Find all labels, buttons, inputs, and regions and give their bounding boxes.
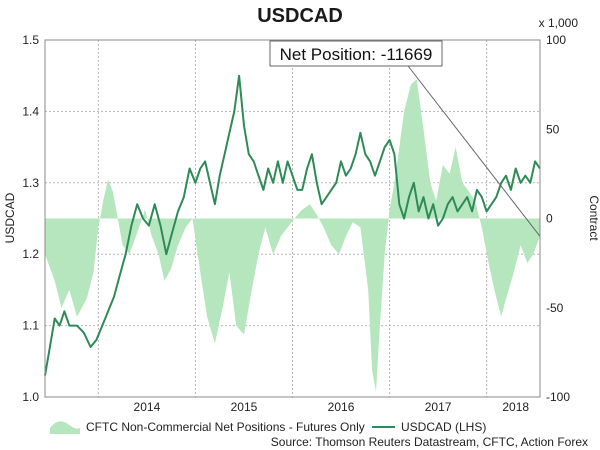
legend-positions-swatch xyxy=(50,421,80,434)
right-tick-label: 0 xyxy=(546,212,553,226)
x-tick-label: 2017 xyxy=(425,400,452,414)
left-tick-label: 1.0 xyxy=(22,390,39,404)
chart-title: USDCAD xyxy=(257,5,343,27)
legend-positions-label: CFTC Non-Commercial Net Positions - Futu… xyxy=(86,420,365,434)
usdcad-line xyxy=(44,74,541,376)
left-tick-label: 1.3 xyxy=(22,176,39,190)
annotation-layer: Net Position: -11669 xyxy=(269,40,541,237)
annotation-leader xyxy=(404,61,541,237)
right-tick-label: -50 xyxy=(546,301,564,315)
x-tick-label: 2015 xyxy=(231,400,258,414)
legend: CFTC Non-Commercial Net Positions - Futu… xyxy=(50,420,486,434)
legend-usdcad-label: USDCAD (LHS) xyxy=(401,420,486,434)
plot-frame xyxy=(44,39,541,398)
right-axis-ticks: 100 50 0 -50 -100 xyxy=(546,33,570,404)
plot-area: Net Position: -11669 xyxy=(44,39,541,398)
usdcad-line-layer xyxy=(44,74,541,376)
positions-area-layer xyxy=(45,79,540,392)
x-tick-label: 2014 xyxy=(134,400,161,414)
right-tick-label: -100 xyxy=(546,390,570,404)
annotation-text: Net Position: -11669 xyxy=(280,45,433,64)
source-note: Source: Thomson Reuters Datastream, CFTC… xyxy=(271,435,588,449)
right-tick-label: 50 xyxy=(546,122,560,136)
right-axis-label: Contract xyxy=(587,195,600,241)
x-tick-label: 2018 xyxy=(502,400,529,414)
left-tick-label: 1.5 xyxy=(22,33,39,47)
annotation-box xyxy=(269,40,443,67)
positions-area xyxy=(45,79,540,392)
left-tick-label: 1.4 xyxy=(22,104,39,118)
left-axis-ticks: 1.0 1.1 1.2 1.3 1.4 1.5 xyxy=(22,33,39,404)
right-axis-unit-note: x 1,000 xyxy=(539,16,579,30)
left-tick-label: 1.1 xyxy=(22,319,39,333)
x-axis-ticks: 2014 2015 2016 2017 2018 xyxy=(134,400,530,414)
x-tick-label: 2016 xyxy=(328,400,355,414)
left-tick-label: 1.2 xyxy=(22,247,39,261)
left-axis-label: USDCAD xyxy=(3,192,17,243)
right-tick-label: 100 xyxy=(546,33,566,47)
